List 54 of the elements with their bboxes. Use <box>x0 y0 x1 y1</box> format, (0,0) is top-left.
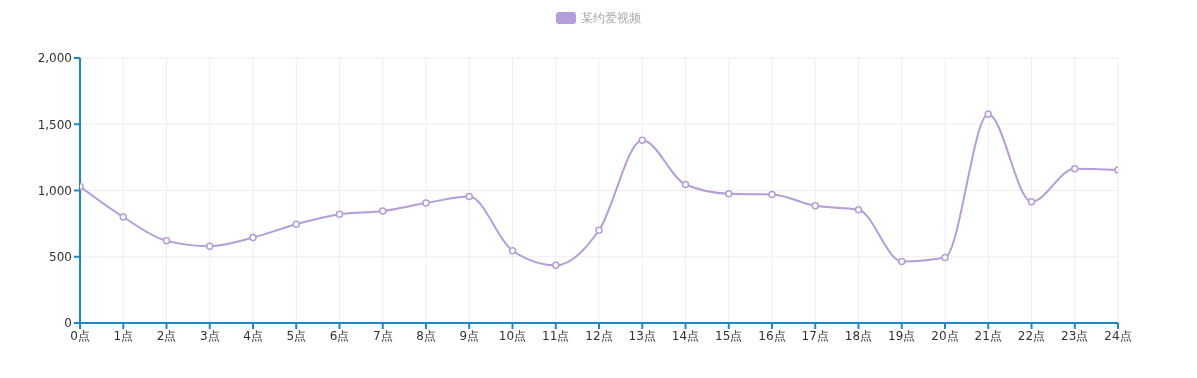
x-tick-label: 16点 <box>758 328 786 343</box>
point <box>595 226 603 234</box>
x-tick-label: 15点 <box>715 328 743 343</box>
point <box>465 192 473 201</box>
x-tick-label: 8点 <box>416 328 436 343</box>
point <box>335 210 344 219</box>
point <box>941 253 949 262</box>
y-tick-label: 1,500 <box>37 117 72 132</box>
x-tick-label: 1点 <box>113 328 134 343</box>
x-tick-label: 18点 <box>844 328 873 343</box>
point <box>552 261 560 270</box>
point <box>1071 164 1079 173</box>
x-tick-label: 4点 <box>243 328 263 343</box>
point <box>422 199 430 207</box>
point <box>119 213 127 221</box>
point <box>768 190 776 199</box>
point <box>249 233 257 242</box>
x-tick-label: 24点 <box>1104 328 1132 343</box>
y-tick-label: 0 <box>64 316 72 331</box>
x-tick-label: 14点 <box>671 328 700 343</box>
x-tick-label: 9点 <box>459 328 480 343</box>
point <box>206 242 214 250</box>
x-tick-label: 6点 <box>329 328 350 343</box>
point <box>898 257 906 266</box>
y-tick-label: 500 <box>49 250 72 265</box>
x-tick-label: 19点 <box>888 328 916 343</box>
x-tick-label: 17点 <box>801 328 829 343</box>
y-tick-label: 2,000 <box>37 51 72 66</box>
x-tick-label: 5点 <box>286 328 307 343</box>
point <box>379 207 387 215</box>
point <box>508 247 517 255</box>
y-tick-label: 1,000 <box>37 183 72 198</box>
x-tick-label: 23点 <box>1061 328 1089 343</box>
point <box>854 205 863 214</box>
x-tick-label: 3点 <box>199 328 220 343</box>
point <box>162 237 171 245</box>
point <box>638 136 646 144</box>
point <box>811 201 819 210</box>
x-tick-label: 10点 <box>498 328 527 343</box>
point <box>984 110 992 119</box>
point <box>292 220 300 229</box>
x-tick-label: 21点 <box>974 328 1002 343</box>
point <box>1027 198 1036 206</box>
point <box>681 180 690 189</box>
x-tick-label: 0点 <box>70 328 90 343</box>
x-tick-label: 12点 <box>585 328 613 343</box>
x-tick-label: 22点 <box>1017 328 1046 343</box>
point <box>725 190 733 198</box>
x-tick-label: 2点 <box>156 328 177 343</box>
x-tick-label: 13点 <box>628 328 656 343</box>
x-tick-label: 20点 <box>931 328 959 343</box>
legend-label: 某约爱视频 <box>580 9 641 27</box>
x-tick-label: 11点 <box>542 328 570 343</box>
x-tick-label: 7点 <box>372 328 393 343</box>
